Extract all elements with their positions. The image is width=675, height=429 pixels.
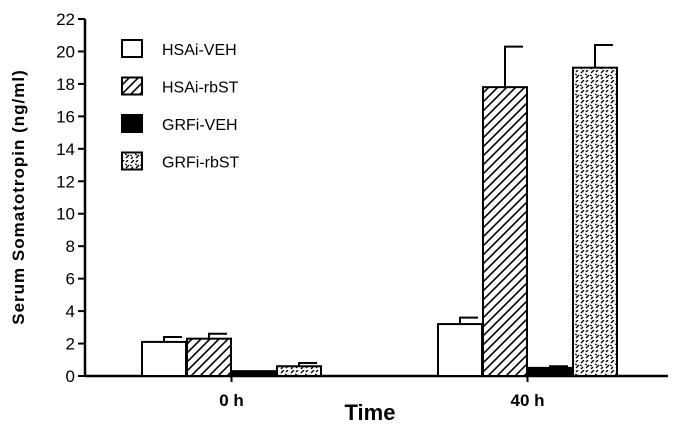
y-tick-label: 14 bbox=[56, 140, 75, 159]
bar bbox=[276, 365, 322, 378]
bar bbox=[572, 66, 618, 377]
legend-label: GRFi-VEH bbox=[162, 117, 238, 134]
bar bbox=[527, 366, 573, 377]
bar bbox=[437, 323, 483, 377]
legend-label: HSAi-rbST bbox=[162, 80, 239, 97]
y-tick-label: 20 bbox=[56, 42, 75, 61]
bar bbox=[186, 337, 232, 378]
y-tick-label: 12 bbox=[56, 172, 75, 191]
y-tick-label: 6 bbox=[66, 270, 75, 289]
bar bbox=[141, 340, 187, 378]
y-tick-label: 10 bbox=[56, 205, 75, 224]
legend-swatch bbox=[121, 114, 143, 133]
legend-swatch bbox=[121, 151, 143, 171]
error-bars bbox=[163, 43, 613, 368]
y-tick-label: 16 bbox=[56, 107, 75, 126]
x-axis-title: Time bbox=[345, 400, 396, 425]
y-tick-label: 0 bbox=[66, 367, 75, 386]
y-axis-title: Serum Somatotropin (ng/ml) bbox=[9, 69, 28, 325]
y-tick-label: 2 bbox=[66, 335, 75, 354]
bar bbox=[482, 86, 528, 378]
bars bbox=[141, 66, 618, 378]
y-tick-label: 22 bbox=[56, 10, 75, 29]
x-tick-label: 0 h bbox=[219, 391, 244, 410]
legend-label: HSAi-VEH bbox=[162, 42, 237, 59]
legend-swatch bbox=[121, 76, 143, 96]
legend-swatch bbox=[121, 39, 143, 58]
bar bbox=[231, 370, 277, 377]
x-tick-label: 40 h bbox=[510, 391, 544, 410]
y-tick-label: 4 bbox=[66, 302, 75, 321]
y-tick-label: 18 bbox=[56, 75, 75, 94]
legend: HSAi-VEH HSAi-rbST GRFi-VEH GRFi-rbST bbox=[121, 39, 240, 172]
legend-label: GRFi-rbST bbox=[162, 155, 240, 172]
y-tick-label: 8 bbox=[66, 237, 75, 256]
